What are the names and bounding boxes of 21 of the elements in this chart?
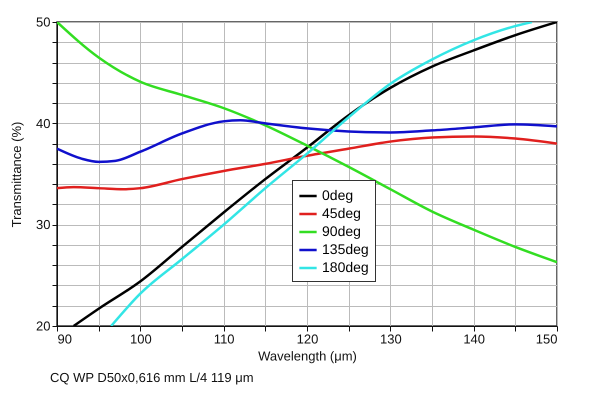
x-tick-label: 130 xyxy=(380,332,402,346)
x-tick-label: 90 xyxy=(58,332,72,346)
legend-label: 45deg xyxy=(322,205,361,221)
line-series xyxy=(57,135,557,190)
legend-label: 180deg xyxy=(322,259,369,275)
y-tick-label: 50 xyxy=(36,14,50,30)
x-tick-label: 120 xyxy=(296,332,318,346)
line-series xyxy=(57,119,557,164)
y-tick-label: 40 xyxy=(36,116,50,131)
legend-label: 135deg xyxy=(322,241,369,257)
x-tick-label: 100 xyxy=(130,332,152,346)
y-tick-label: 30 xyxy=(36,217,50,232)
x-tick-label: 140 xyxy=(463,332,486,346)
x-tick-label: 110 xyxy=(214,332,235,346)
x-tick-label: 150 xyxy=(536,332,558,346)
y-tick-label: 20 xyxy=(36,318,50,334)
legend-label: 90deg xyxy=(322,223,361,239)
legend-label: 0deg xyxy=(322,187,354,203)
text: CQ WP D50x0,616 mm L/4 119 μm xyxy=(50,370,254,385)
y-axis-title: Transmittance (%) xyxy=(9,122,24,228)
x-axis-title: Wavelength (μm) xyxy=(258,348,357,364)
